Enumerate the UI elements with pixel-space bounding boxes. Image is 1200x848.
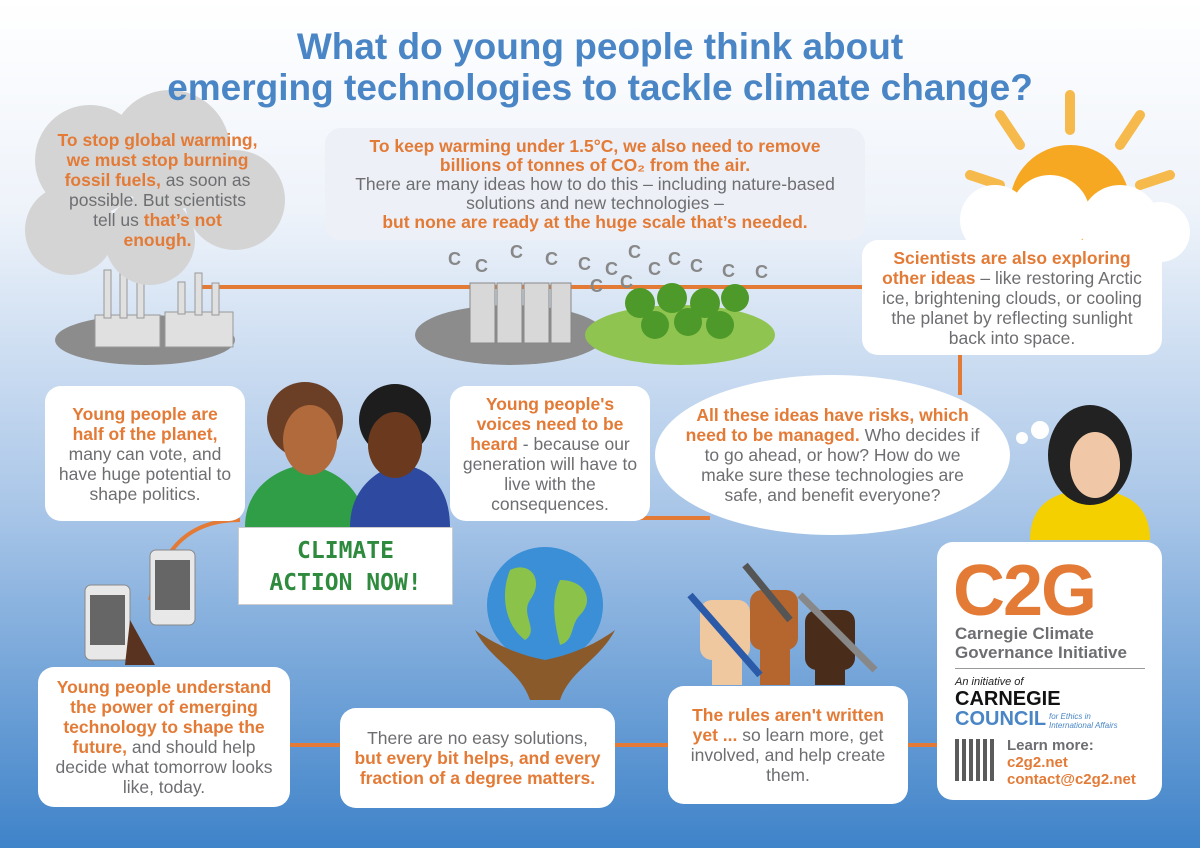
carbon-symbol: C	[605, 259, 618, 279]
qr-code	[955, 739, 997, 781]
fossil-fuels-box: To stop global warming, we must stop bur…	[45, 125, 270, 255]
protest-sign: CLIMATE ACTION NOW!	[238, 527, 453, 605]
carbon-symbol: C	[475, 256, 488, 276]
learn-more: Learn more:	[1007, 737, 1094, 754]
carbon-symbol: C	[590, 276, 603, 296]
carbon-symbol: C	[648, 259, 661, 279]
carbon-symbol: C	[628, 242, 641, 262]
solutions-box: There are no easy solutions, but every b…	[340, 708, 615, 808]
text: as soon as possible. But scientists tell…	[68, 170, 251, 230]
other-ideas-box: Scientists are also exploring other idea…	[862, 240, 1162, 355]
highlight: but every bit helps, and every fraction …	[354, 748, 601, 788]
risks-box: All these ideas have risks, which need t…	[655, 375, 1010, 535]
factory	[94, 269, 234, 348]
initiative: An initiative of	[955, 676, 1024, 688]
fists	[687, 562, 878, 685]
logo-panel: C2G Carnegie Climate Governance Initiati…	[937, 542, 1162, 800]
highlight: Young people understand the power of eme…	[56, 677, 272, 757]
council-tagline: for Ethics in	[1049, 712, 1091, 721]
trees	[625, 283, 749, 339]
highlight: The rules aren't written yet ...	[692, 705, 884, 745]
highlight: Scientists are also exploring other idea…	[882, 247, 1131, 288]
highlight: To keep warming under 1.5°C, we also nee…	[369, 135, 821, 175]
technology-box: Young people understand the power of eme…	[38, 667, 290, 807]
carbon-symbol: C	[722, 261, 735, 281]
website: c2g2.net	[1007, 754, 1068, 771]
title-line: What do young people think about	[296, 26, 904, 67]
carbon-symbol: C	[668, 249, 681, 269]
text: – like restoring Arctic ice, brightening…	[882, 267, 1142, 348]
sign-line: CLIMATE	[297, 538, 394, 564]
half-planet-box: Young people are half of the planet, man…	[45, 386, 245, 521]
council: COUNCIL	[955, 708, 1047, 730]
highlight: To stop global warming, we must stop bur…	[57, 130, 258, 190]
title-line: emerging technologies to tackle climate …	[167, 67, 1033, 108]
carbon-symbol: C	[510, 242, 523, 262]
carbon-symbol: C	[545, 249, 558, 269]
text: - because our generation will have to li…	[462, 433, 638, 514]
highlight: but none are ready at the huge scale tha…	[382, 211, 808, 232]
logo-name: Governance Initiative	[955, 643, 1127, 662]
carbon-symbol: C	[620, 272, 633, 292]
council-tagline: International Affairs	[1049, 721, 1118, 730]
highlight: Young people are half of the planet,	[72, 403, 218, 444]
phones	[84, 549, 196, 665]
voices-box: Young people's voices need to be heard -…	[450, 386, 650, 521]
highlight: All these ideas have risks, which need t…	[685, 405, 969, 445]
logo-mark: C2G	[953, 551, 1097, 631]
carbon-symbol: C	[578, 254, 591, 274]
highlight: that’s not enough.	[123, 210, 222, 250]
smoke-cloud	[25, 90, 285, 285]
woman	[1016, 405, 1150, 540]
globe	[475, 547, 615, 700]
young-people	[245, 382, 450, 527]
sign-line: ACTION NOW!	[269, 570, 422, 596]
text: There are no easy solutions,	[367, 728, 588, 748]
council: CARNEGIE	[955, 688, 1061, 710]
text: There are many ideas how to do this – in…	[355, 173, 835, 213]
rules-box: The rules aren't written yet ... so lear…	[668, 686, 908, 804]
carbon-symbol: C	[755, 262, 768, 282]
carbon-symbol: C	[448, 249, 461, 269]
email: contact@c2g2.net	[1007, 771, 1136, 788]
highlight: Young people's voices need to be heard	[470, 393, 624, 454]
logo-name: Carnegie Climate	[955, 624, 1094, 643]
text: so learn more, get involved, and help cr…	[690, 725, 886, 785]
text: many can vote, and have huge potential t…	[58, 443, 232, 504]
text: Who decides if to go ahead, or how? How …	[701, 425, 980, 505]
carbon-symbol: C	[690, 256, 703, 276]
direct-air-capture	[469, 282, 572, 344]
carbon-removal-box: To keep warming under 1.5°C, we also nee…	[325, 128, 865, 240]
text: and should help decide what tomorrow loo…	[55, 737, 273, 797]
